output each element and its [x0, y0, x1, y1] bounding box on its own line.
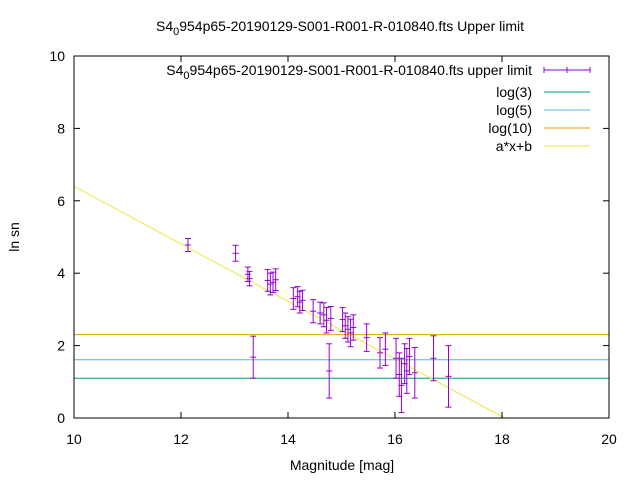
chart-title-subscript: 0 — [173, 26, 179, 38]
data-point-10 — [290, 287, 297, 310]
chart-title-part-2: 954p65-20190129-S001-R001-R-010840.fts U… — [179, 18, 524, 34]
x-tick-label-16: 16 — [387, 431, 403, 447]
data-point-35 — [430, 335, 437, 382]
data-point-16 — [320, 302, 327, 328]
data-point-20 — [339, 307, 346, 332]
legend: S40954p65-20190129-S001-R001-R-010840.ft… — [166, 62, 591, 154]
x-tick-label-12: 12 — [173, 431, 189, 447]
y-tick-label-4: 4 — [57, 265, 65, 281]
data-point-24 — [350, 314, 357, 341]
data-point-22 — [344, 316, 351, 343]
data-point-8 — [270, 271, 277, 293]
fit-line — [73, 185, 505, 419]
x-tick-label-20: 20 — [601, 431, 617, 447]
plot-area: 10 12 14 16 18 20 0 2 4 6 8 10 — [49, 48, 617, 447]
legend-label-log10: log(10) — [488, 120, 532, 136]
data-point-21 — [342, 312, 349, 339]
legend-label-data-subscript: 0 — [183, 70, 189, 82]
data-point-18 — [326, 343, 333, 399]
data-point-34 — [411, 346, 418, 399]
data-point-30 — [398, 357, 405, 414]
data-point-28 — [393, 337, 400, 379]
data-point-27 — [382, 332, 389, 367]
y-tick-label-6: 6 — [57, 193, 65, 209]
chart-title: S40954p65-20190129-S001-R001-R-010840.ft… — [156, 18, 524, 38]
data-point-13 — [299, 289, 306, 311]
data-point-17 — [323, 307, 330, 334]
data-point-4 — [246, 270, 253, 287]
legend-label-fit: a*x+b — [496, 138, 532, 154]
data-point-14 — [310, 299, 317, 324]
chart-title-part-1: S4 — [156, 18, 173, 34]
data-point-26 — [377, 337, 384, 369]
y-tick-label-0: 0 — [57, 410, 65, 426]
y-tick-label-8: 8 — [57, 120, 65, 136]
y-axis-label: ln sn — [6, 222, 22, 252]
legend-label-data-part-2: 954p65-20190129-S001-R001-R-010840.fts u… — [190, 62, 533, 78]
data-point-7 — [267, 272, 274, 296]
legend-label-log3: log(3) — [496, 84, 532, 100]
data-point-19 — [327, 306, 334, 331]
data-point-12 — [296, 290, 303, 314]
legend-label-log5: log(5) — [496, 102, 532, 118]
legend-label-data: S40954p65-20190129-S001-R001-R-010840.ft… — [166, 62, 532, 82]
data-point-1 — [184, 237, 191, 252]
data-point-23 — [347, 318, 354, 348]
x-tick-label-10: 10 — [66, 431, 82, 447]
x-tick-label-18: 18 — [494, 431, 510, 447]
y-tick-label-10: 10 — [49, 48, 65, 64]
x-axis-label: Magnitude [mag] — [290, 457, 394, 473]
y-tick-label-2: 2 — [57, 338, 65, 354]
data-point-36 — [445, 345, 452, 408]
data-point-5 — [250, 335, 257, 379]
plot-frame — [73, 55, 610, 419]
legend-label-data-part-1: S4 — [166, 62, 183, 78]
data-point-15 — [317, 301, 324, 325]
data-point-33 — [406, 337, 413, 376]
x-tick-label-14: 14 — [280, 431, 296, 447]
data-point-9 — [272, 268, 279, 292]
data-point-2 — [232, 244, 239, 262]
data-point-25 — [363, 323, 370, 352]
